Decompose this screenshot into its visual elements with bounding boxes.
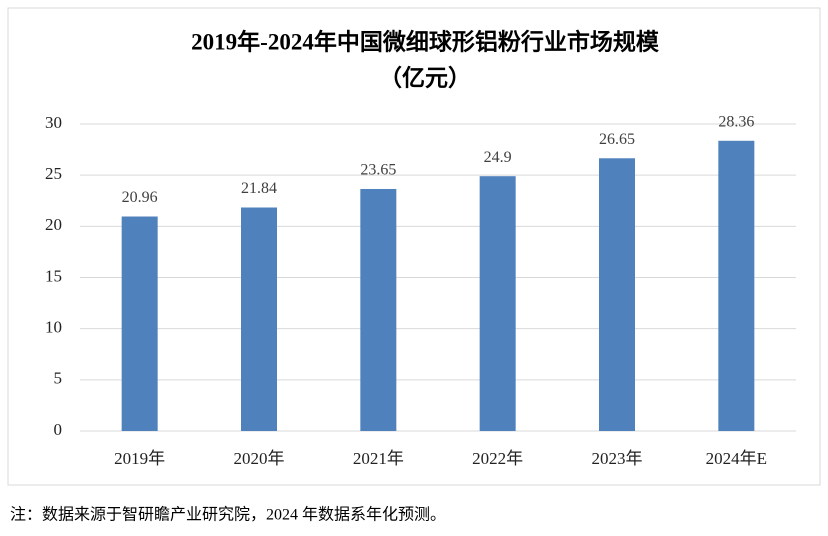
x-tick-label: 2020年 [234, 449, 285, 468]
y-tick-label: 25 [45, 164, 62, 183]
x-tick-label: 2022年 [472, 449, 523, 468]
value-label: 23.65 [360, 162, 396, 179]
bar [718, 140, 755, 432]
bar [360, 188, 397, 431]
value-label: 28.36 [718, 113, 754, 130]
y-tick-label: 0 [54, 420, 63, 439]
bar [241, 207, 277, 431]
value-label: 26.65 [599, 131, 635, 148]
value-label: 24.9 [484, 149, 512, 166]
value-label: 20.96 [122, 189, 158, 206]
x-tick-label: 2021年 [353, 449, 404, 468]
bar [599, 158, 635, 431]
y-tick-label: 20 [45, 215, 62, 234]
y-tick-label: 5 [54, 369, 63, 388]
bar [479, 176, 516, 431]
chart-subtitle: （亿元） [379, 64, 471, 90]
y-tick-label: 10 [45, 318, 62, 337]
value-label: 21.84 [241, 180, 277, 197]
footnote: 注：数据来源于智研瞻产业研究院，2024 年数据系年化预测。 [10, 506, 446, 524]
x-tick-label: 2023年 [592, 449, 643, 468]
x-tick-label: 2019年 [114, 449, 165, 468]
y-tick-label: 30 [45, 113, 62, 132]
x-tick-label: 2024年E [706, 449, 767, 468]
bar [121, 216, 158, 431]
chart-title: 2019年-2024年中国微细球形铝粉行业市场规模 [191, 28, 660, 54]
y-tick-label: 15 [45, 266, 62, 285]
